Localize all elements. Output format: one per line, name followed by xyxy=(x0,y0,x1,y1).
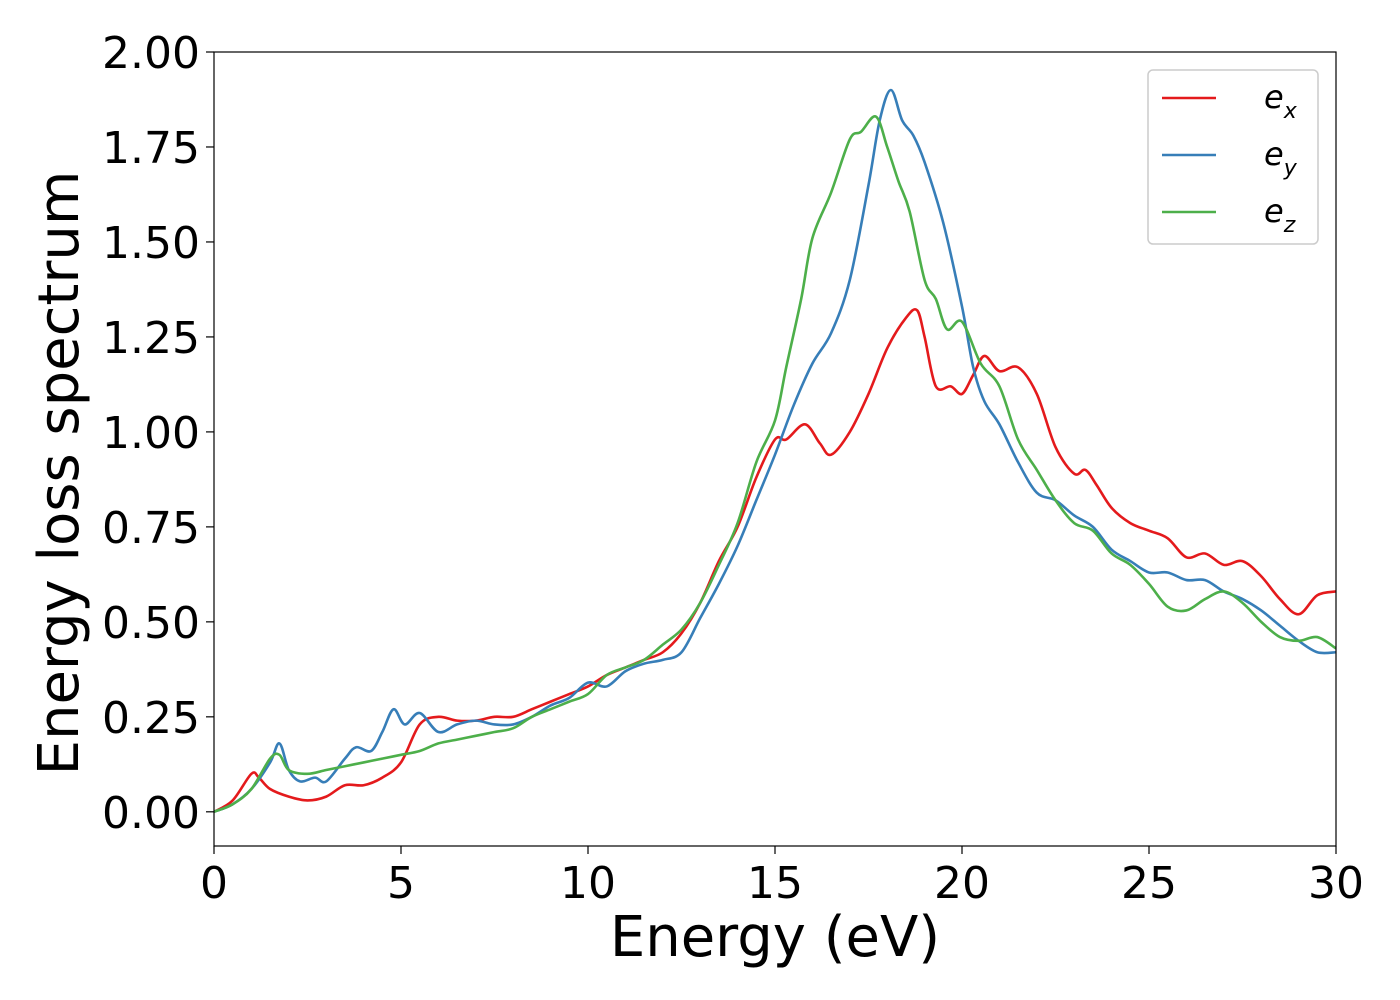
y-tick-label: 1.25 xyxy=(102,313,200,364)
y-tick-label: 1.00 xyxy=(102,408,200,459)
x-axis-title: Energy (eV) xyxy=(610,905,940,970)
y-axis: 0.00 0.25 0.50 0.75 1.00 1.25 1.50 1.75 2.00 xyxy=(102,28,214,839)
y-tick-label: 0.00 xyxy=(102,788,200,839)
y-tick-label: 0.50 xyxy=(102,598,200,649)
legend-label: ez xyxy=(1264,192,1296,238)
legend-label-sub: z xyxy=(1283,213,1296,238)
legend-label-main: e xyxy=(1264,78,1284,116)
x-tick-label: 0 xyxy=(200,858,228,909)
series-line-e-z xyxy=(214,115,1336,814)
legend-label: ex xyxy=(1264,78,1298,124)
x-axis: 0 5 10 15 20 25 30 xyxy=(200,846,1364,909)
y-tick-label: 1.75 xyxy=(102,123,200,174)
y-axis-title: Energy loss spectrum xyxy=(27,171,92,776)
legend-label-main: e xyxy=(1264,192,1284,230)
legend-box xyxy=(1147,69,1319,245)
x-tick-label: 10 xyxy=(560,858,616,909)
series-line-e-x xyxy=(214,308,1336,813)
legend-label: ey xyxy=(1264,135,1298,181)
x-tick-label: 15 xyxy=(747,858,803,909)
y-tick-label: 1.50 xyxy=(102,218,200,269)
legend-label-sub: y xyxy=(1283,156,1298,181)
x-tick-label: 5 xyxy=(387,858,415,909)
y-tick-label: 0.25 xyxy=(102,693,200,744)
series-line-e-y xyxy=(214,88,1336,814)
legend-label-sub: x xyxy=(1283,99,1298,124)
series-layer xyxy=(214,88,1336,814)
legend-label-main: e xyxy=(1264,135,1284,173)
y-tick-label: 2.00 xyxy=(102,28,200,79)
x-tick-label: 30 xyxy=(1308,858,1364,909)
x-tick-label: 20 xyxy=(934,858,990,909)
y-tick-label: 0.75 xyxy=(102,503,200,554)
x-tick-label: 25 xyxy=(1121,858,1177,909)
